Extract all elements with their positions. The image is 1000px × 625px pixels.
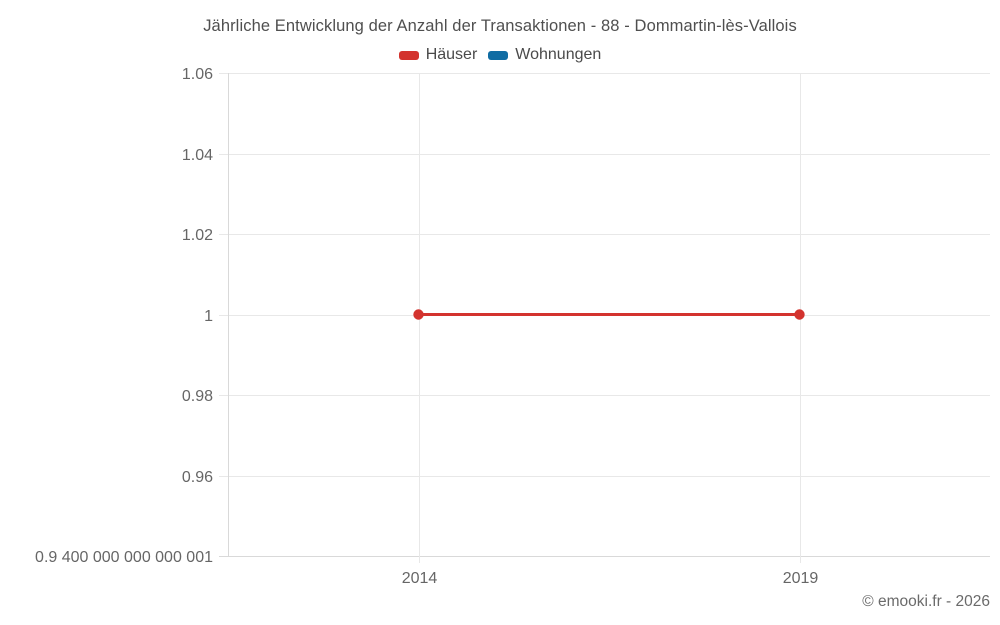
- legend-label: Wohnungen: [515, 46, 602, 63]
- y-tick-label: 1.04: [182, 147, 213, 164]
- legend-item-1[interactable]: Wohnungen: [488, 46, 601, 64]
- x-tick-label: 2019: [783, 570, 819, 587]
- x-tick-label: 2014: [402, 570, 438, 587]
- series-point-0-1: [794, 309, 805, 320]
- legend: Häuser Wohnungen: [0, 46, 1000, 64]
- copyright-notice: © emooki.fr - 2026: [862, 593, 990, 610]
- y-tick-label: 1.02: [182, 227, 213, 244]
- y-tick-label: 1.06: [182, 66, 213, 83]
- chart-title: Jährliche Entwicklung der Anzahl der Tra…: [203, 17, 797, 35]
- series-point-0-0: [413, 309, 424, 320]
- y-tick-label: 0.96: [182, 469, 213, 486]
- legend-swatch-icon: [488, 50, 509, 60]
- y-tick-label: 0.98: [182, 388, 213, 405]
- y-tick-label: 0.9 400 000 000 000 001: [35, 549, 213, 566]
- legend-item-0[interactable]: Häuser: [398, 46, 478, 64]
- y-tick-label: 1: [204, 308, 213, 325]
- legend-label: Häuser: [425, 46, 478, 63]
- legend-swatch-icon: [398, 50, 419, 60]
